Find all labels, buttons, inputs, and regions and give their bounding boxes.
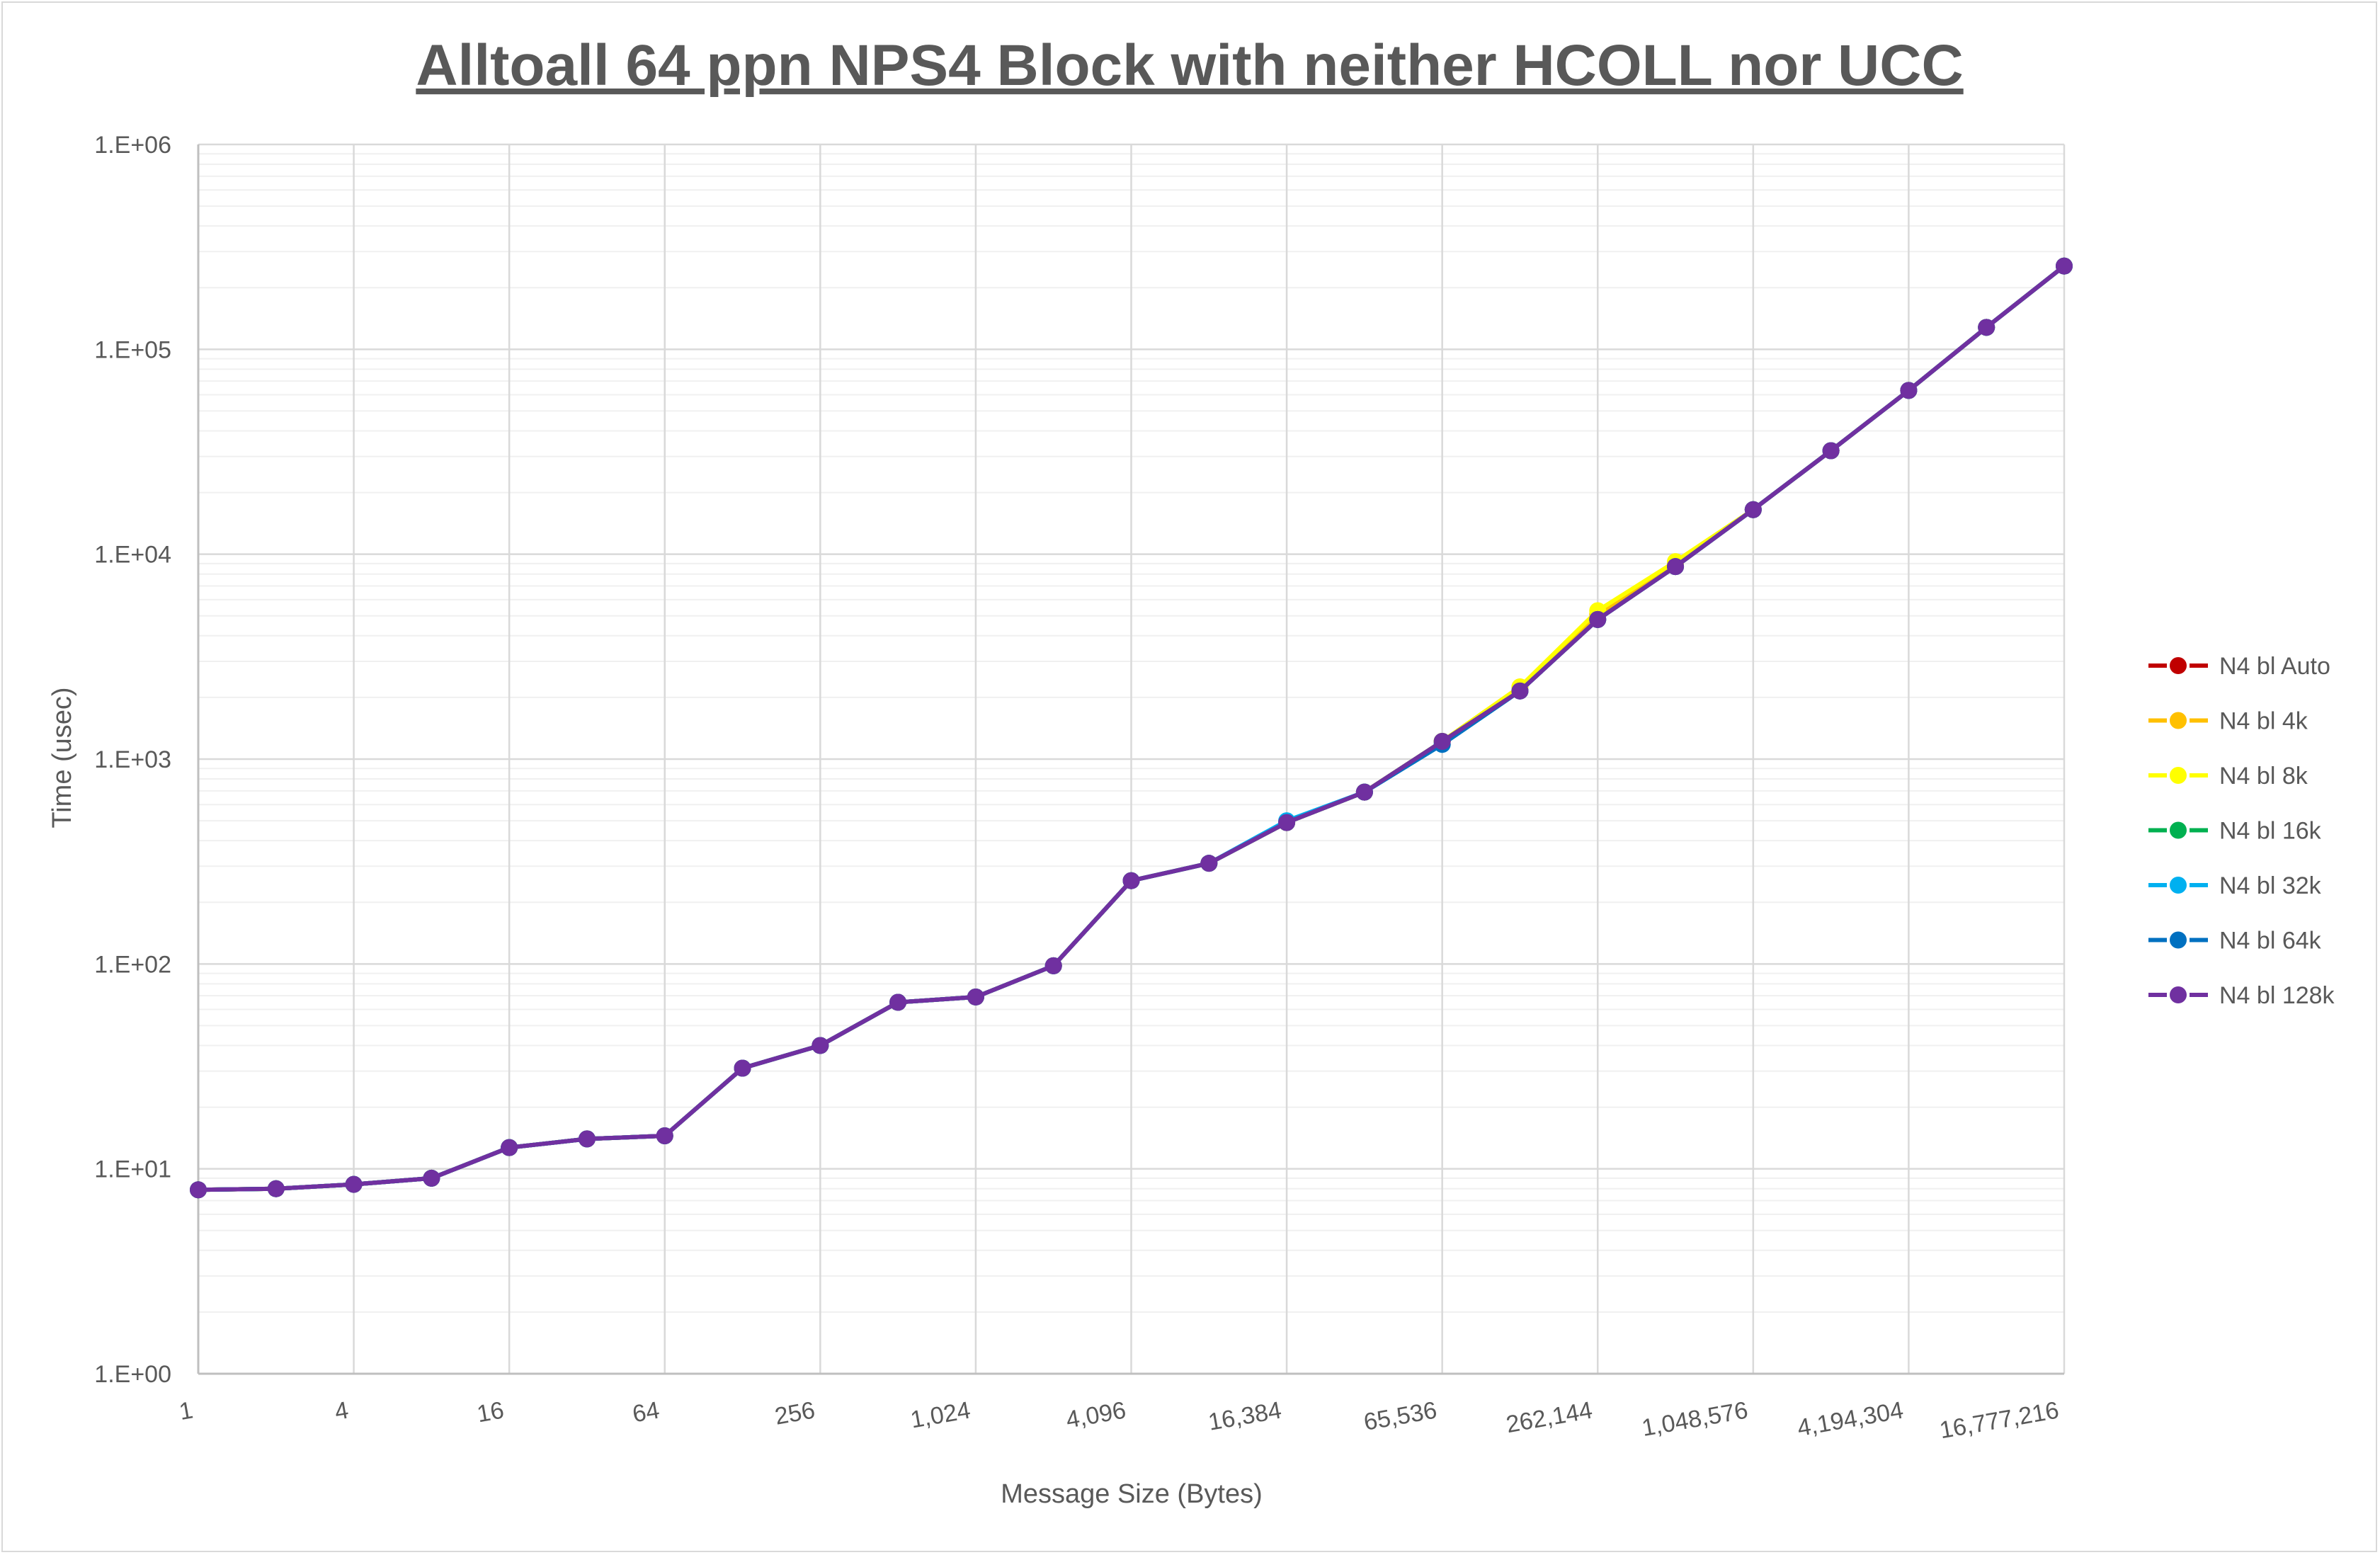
legend-item: N4 bl Auto bbox=[2148, 653, 2330, 680]
legend-marker bbox=[2170, 877, 2187, 894]
legend-label: N4 bl 16k bbox=[2219, 818, 2322, 845]
y-tick-label: 1.E+01 bbox=[94, 1156, 171, 1183]
y-tick-label: 1.E+02 bbox=[94, 951, 171, 978]
legend-label: N4 bl 64k bbox=[2219, 928, 2322, 955]
data-point bbox=[967, 988, 984, 1006]
y-axis-label: Time (usec) bbox=[47, 687, 77, 828]
legend-label: N4 bl Auto bbox=[2219, 653, 2330, 680]
data-point bbox=[812, 1037, 829, 1054]
data-point bbox=[1200, 855, 1218, 872]
data-point bbox=[1978, 319, 1995, 336]
x-tick-label: 4,096 bbox=[1064, 1396, 1127, 1433]
data-point bbox=[889, 993, 907, 1011]
legend-marker bbox=[2170, 821, 2187, 839]
data-point bbox=[2056, 257, 2073, 275]
legend-label: N4 bl 4k bbox=[2219, 708, 2308, 735]
data-point bbox=[1433, 733, 1451, 751]
legend-marker bbox=[2170, 986, 2187, 1003]
data-point bbox=[1355, 783, 1373, 801]
data-point bbox=[1822, 442, 1840, 460]
data-point bbox=[656, 1127, 673, 1144]
y-tick-label: 1.E+00 bbox=[94, 1361, 171, 1388]
legend-label: N4 bl 8k bbox=[2219, 763, 2308, 790]
data-point bbox=[1744, 501, 1762, 518]
data-point bbox=[345, 1175, 363, 1193]
data-point bbox=[1122, 872, 1140, 889]
x-tick-label: 262,144 bbox=[1504, 1396, 1595, 1438]
data-point bbox=[423, 1169, 440, 1187]
data-point bbox=[267, 1180, 285, 1197]
data-point bbox=[1278, 814, 1296, 831]
legend: N4 bl Auto N4 bl 4k N4 bl 8k N4 bl 16k N4 bl… bbox=[2148, 653, 2335, 1009]
x-tick-label: 1 bbox=[177, 1396, 195, 1425]
y-tick-label: 1.E+05 bbox=[94, 336, 171, 363]
series-n4-bl-128k bbox=[190, 257, 2073, 1199]
data-point bbox=[1511, 682, 1529, 700]
x-tick-label: 65,536 bbox=[1362, 1396, 1439, 1435]
legend-label: N4 bl 32k bbox=[2219, 872, 2322, 899]
legend-marker bbox=[2170, 767, 2187, 784]
chart-title: Alltoall 64 ppn NPS4 Block with neither … bbox=[416, 33, 1963, 98]
x-tick-label: 1,024 bbox=[909, 1396, 972, 1433]
legend-marker bbox=[2170, 657, 2187, 674]
x-tick-label: 64 bbox=[630, 1396, 661, 1428]
grid bbox=[197, 143, 2066, 1375]
data-point bbox=[1667, 558, 1685, 576]
data-point bbox=[501, 1139, 518, 1156]
legend-item: N4 bl 8k bbox=[2148, 763, 2308, 790]
data-point bbox=[1900, 382, 1918, 399]
y-tick-label: 1.E+04 bbox=[94, 542, 171, 569]
y-tick-label: 1.E+06 bbox=[94, 132, 171, 159]
legend-item: N4 bl 4k bbox=[2148, 708, 2308, 735]
x-axis-label: Message Size (Bytes) bbox=[1001, 1479, 1263, 1509]
legend-item: N4 bl 64k bbox=[2148, 928, 2322, 955]
x-tick-label: 1,048,576 bbox=[1640, 1396, 1750, 1442]
legend-marker bbox=[2170, 931, 2187, 949]
x-tick-label: 256 bbox=[773, 1396, 816, 1430]
axes: 1.E+00 1.E+01 1.E+02 1.E+03 1.E+04 1.E+05 1.E+… bbox=[94, 132, 2064, 1444]
x-tick-label: 16,777,216 bbox=[1937, 1396, 2061, 1444]
x-tick-label: 16,384 bbox=[1206, 1396, 1283, 1435]
y-tick-label: 1.E+03 bbox=[94, 746, 171, 773]
legend-marker bbox=[2170, 712, 2187, 729]
data-point bbox=[578, 1130, 596, 1148]
data-point bbox=[1589, 610, 1607, 628]
data-point bbox=[734, 1059, 751, 1077]
legend-item: N4 bl 32k bbox=[2148, 872, 2322, 899]
x-tick-label: 4,194,304 bbox=[1795, 1396, 1906, 1442]
data-point bbox=[190, 1181, 207, 1199]
legend-item: N4 bl 16k bbox=[2148, 818, 2322, 845]
x-tick-label: 4 bbox=[333, 1396, 351, 1425]
series-layer bbox=[190, 257, 2073, 1199]
data-point bbox=[1044, 957, 1062, 974]
legend-label: N4 bl 128k bbox=[2219, 982, 2335, 1009]
x-tick-label: 16 bbox=[475, 1396, 506, 1428]
legend-item: N4 bl 128k bbox=[2148, 982, 2335, 1009]
